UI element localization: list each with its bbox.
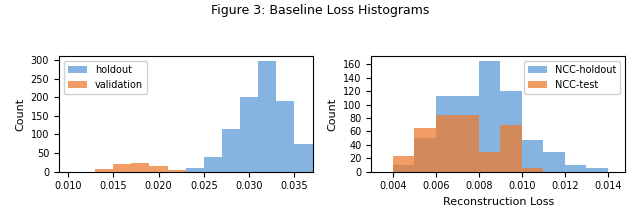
X-axis label: Reconstruction Loss: Reconstruction Loss: [442, 197, 554, 207]
Bar: [113, 164, 131, 172]
Bar: [258, 61, 276, 172]
Bar: [95, 169, 113, 172]
Bar: [414, 128, 436, 172]
Bar: [565, 165, 586, 172]
Bar: [414, 138, 436, 172]
Y-axis label: Count: Count: [15, 97, 25, 131]
Bar: [500, 125, 522, 172]
Bar: [393, 165, 414, 172]
Bar: [479, 61, 500, 172]
Bar: [436, 115, 458, 172]
Bar: [150, 166, 168, 172]
Bar: [131, 163, 150, 172]
Bar: [294, 144, 312, 172]
Bar: [222, 129, 240, 172]
Legend: NCC-holdout, NCC-test: NCC-holdout, NCC-test: [524, 61, 620, 94]
Legend: holdout, validation: holdout, validation: [64, 61, 147, 94]
Bar: [276, 101, 294, 172]
Bar: [240, 97, 258, 172]
Bar: [479, 152, 500, 172]
Bar: [500, 91, 522, 172]
Bar: [168, 170, 186, 172]
Y-axis label: Count: Count: [328, 97, 337, 131]
Bar: [458, 96, 479, 172]
Bar: [458, 115, 479, 172]
Bar: [522, 139, 543, 172]
Bar: [186, 168, 204, 172]
Bar: [586, 168, 608, 172]
Bar: [204, 157, 222, 172]
Bar: [543, 152, 565, 172]
Bar: [522, 168, 543, 172]
Bar: [436, 96, 458, 172]
Bar: [393, 156, 414, 172]
Text: Figure 3: Baseline Loss Histograms: Figure 3: Baseline Loss Histograms: [211, 4, 429, 18]
